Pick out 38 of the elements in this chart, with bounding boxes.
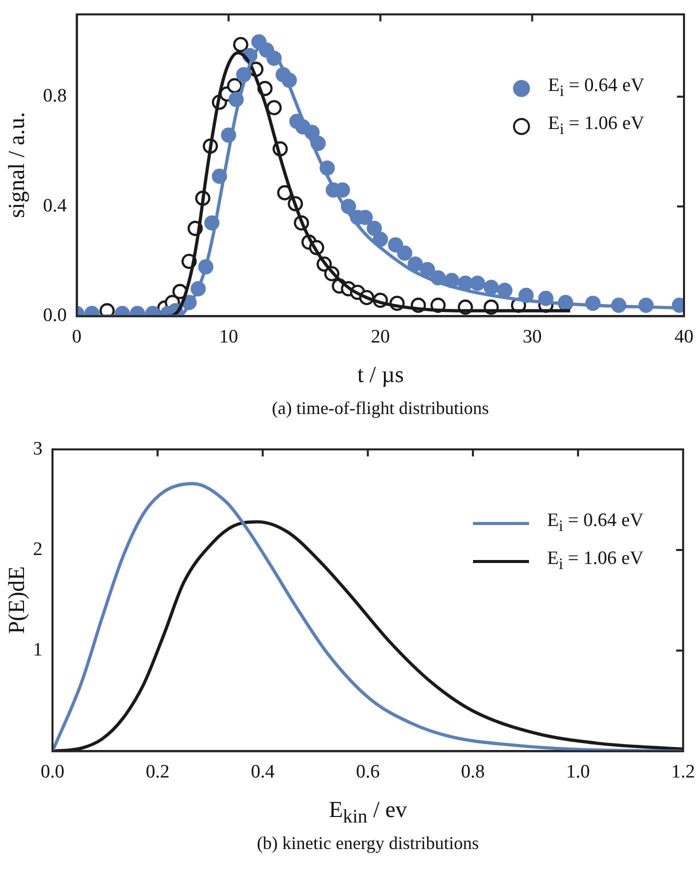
legend-label: E$_{i}$ = 1.06 eV	[547, 548, 644, 574]
point	[100, 303, 115, 316]
x-tick-label: 20	[370, 326, 390, 348]
x-tick-label: 10	[219, 326, 238, 348]
x-tick-label: 0.4	[250, 762, 276, 783]
legend-label: E$_{i}$ = 1.06 eV	[548, 113, 644, 140]
y-tick-label: 0.0	[43, 305, 67, 326]
point	[497, 282, 512, 298]
x-axis-title: t / µs	[357, 362, 404, 388]
x-tick-label: 1.2	[671, 762, 695, 783]
point	[388, 237, 404, 252]
point	[233, 36, 248, 52]
y-axis-title: P(E)dE	[4, 566, 30, 634]
y-tick-label: 3	[33, 438, 42, 460]
point	[484, 280, 499, 295]
point	[420, 262, 436, 278]
point	[470, 276, 486, 291]
x-tick-label: 30	[522, 326, 542, 348]
legend-label: E$_{i}$ = 0.64 eV	[548, 75, 644, 102]
text: (a) time-of-flight distributions	[272, 398, 489, 419]
point	[266, 100, 282, 116]
point	[397, 245, 412, 261]
x-tick-label: 0	[72, 326, 82, 348]
y-tick-label: 0.4	[43, 195, 68, 216]
y-tick-label: 1	[33, 640, 42, 661]
x-tick-label: 0.2	[146, 762, 170, 783]
text: (b) kinetic energy distributions	[256, 833, 479, 854]
y-tick-label: 2	[33, 538, 42, 560]
legend-label: E$_{i}$ = 0.64 eV	[547, 510, 644, 536]
point	[227, 78, 242, 94]
x-tick-label: 0.6	[356, 762, 380, 783]
point	[366, 220, 382, 236]
x-tick-label: 1.0	[566, 762, 590, 783]
x-tick-label: 0.8	[461, 762, 485, 783]
y-tick-label: 0.8	[43, 86, 67, 107]
y-axis-title: signal / a.u.	[4, 112, 30, 218]
x-tick-label: 40	[674, 326, 694, 348]
x-axis-title: E$_{kin}$ / ev	[328, 797, 407, 829]
